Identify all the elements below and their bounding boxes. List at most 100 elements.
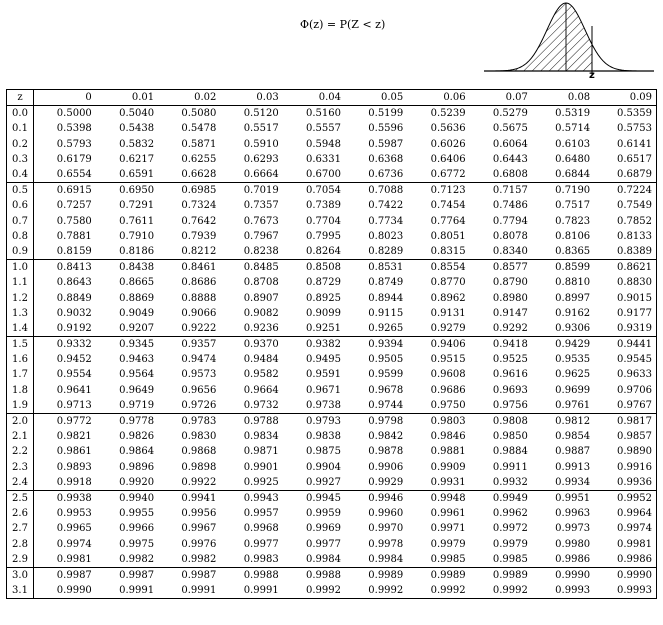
table-cell: 0.8485 <box>243 262 279 274</box>
table-cell: 0.9987 <box>181 569 217 581</box>
header-col: 0.02 <box>158 89 221 107</box>
table-cell: 0.8686 <box>181 277 217 289</box>
table-cell: 0.9982 <box>95 551 159 568</box>
table-cell: 0.9664 <box>243 384 279 396</box>
table-cell: 0.9686 <box>430 384 466 396</box>
table-cell: 0.9989 <box>368 569 404 581</box>
table-cell: 0.7642 <box>181 215 217 227</box>
table-cell: 0.9991 <box>119 585 155 597</box>
table-cell: 0.6443 <box>492 153 528 165</box>
table-cell: 0.7324 <box>181 200 217 212</box>
table-cell: 0.9515 <box>430 354 466 366</box>
table-cell: 0.5279 <box>492 108 528 120</box>
table-cell: 0.9878 <box>368 446 404 458</box>
table-cell: 0.8078 <box>492 230 528 242</box>
row-z-label: 2.7 <box>6 521 34 537</box>
table-cell: 0.7995 <box>305 230 341 242</box>
table-cell: 0.9916 <box>617 461 652 473</box>
table-cell: 0.5636 <box>430 123 466 135</box>
table-row: 2.2 0.9861 0.9864 0.9868 0.9871 0.9875 0.9878 0… <box>6 444 657 460</box>
table-cell: 0.9192 <box>33 320 96 337</box>
table-cell: 0.9719 <box>95 397 159 414</box>
row-z-label: 2.3 <box>6 459 34 475</box>
table-row: 1.5 0.9332 0.9345 0.9357 0.9370 0.9382 0.9394 0… <box>6 336 657 353</box>
table-cell: 0.8907 <box>243 292 279 304</box>
table-cell: 0.9985 <box>469 551 532 568</box>
table-row: 2.8 0.9974 0.9975 0.9976 0.9977 0.9977 0.9978 0… <box>6 536 657 552</box>
table-row: 0.6 0.7257 0.7291 0.7324 0.7357 0.7389 0.7422 0… <box>6 198 657 214</box>
table-cell: 0.8621 <box>617 262 652 274</box>
table-cell: 0.9808 <box>492 416 528 428</box>
row-z-label: 1.4 <box>6 320 34 337</box>
row-z-label: 2.4 <box>6 474 34 491</box>
table-cell: 0.9988 <box>243 569 279 581</box>
table-cell: 0.8869 <box>119 292 155 304</box>
table-cell: 0.9979 <box>492 538 528 550</box>
table-cell: 0.9943 <box>243 492 279 504</box>
table-cell: 0.9985 <box>407 551 470 568</box>
table-cell: 0.8665 <box>119 277 155 289</box>
table-cell: 0.9992 <box>305 585 341 597</box>
table-cell: 0.9948 <box>430 492 466 504</box>
table-cell: 0.6255 <box>181 153 217 165</box>
table-cell: 0.8944 <box>368 292 404 304</box>
table-cell: 0.9978 <box>368 538 404 550</box>
table-cell: 0.9394 <box>368 339 404 351</box>
table-cell: 0.9545 <box>617 354 652 366</box>
row-z-label: 1.3 <box>6 305 34 321</box>
row-z-label: 1.2 <box>6 290 34 306</box>
table-cell: 0.8315 <box>407 243 470 261</box>
table-cell: 0.9788 <box>243 416 279 428</box>
table-cell: 0.9803 <box>430 416 466 428</box>
table-row: 1.1 0.8643 0.8665 0.8686 0.8708 0.8729 0.8749 0… <box>6 275 657 291</box>
table-cell: 0.8212 <box>158 243 221 261</box>
table-cell: 0.5359 <box>617 108 652 120</box>
table-cell: 0.7967 <box>243 230 279 242</box>
table-cell: 0.9732 <box>220 397 283 414</box>
table-cell: 0.9992 <box>430 585 466 597</box>
table-cell: 0.9881 <box>430 446 466 458</box>
table-cell: 0.9993 <box>555 585 591 597</box>
table-cell: 0.7357 <box>243 200 279 212</box>
row-z-label: 0.4 <box>6 166 34 184</box>
table-cell: 0.8577 <box>492 262 528 274</box>
table-cell: 0.9976 <box>181 538 217 550</box>
table-cell: 0.8340 <box>469 243 532 261</box>
table-cell: 0.9927 <box>282 474 345 491</box>
header-col: 0.09 <box>594 89 657 107</box>
table-cell: 0.9946 <box>368 492 404 504</box>
table-cell: 0.9778 <box>119 416 155 428</box>
table-cell: 0.9987 <box>56 569 92 581</box>
table-cell: 0.9767 <box>594 397 657 414</box>
row-z-label: 1.1 <box>6 275 34 291</box>
table-cell: 0.9990 <box>555 569 591 581</box>
table-row: 3.1 0.9990 0.9991 0.9991 0.9991 0.9992 0.9992 0… <box>6 583 657 599</box>
row-z-label: 0.1 <box>6 121 34 137</box>
table-cell: 0.8264 <box>282 243 345 261</box>
table-cell: 0.6772 <box>407 166 470 184</box>
table-cell: 0.9162 <box>555 307 591 319</box>
table-cell: 0.9793 <box>305 416 341 428</box>
table-cell: 0.9979 <box>430 538 466 550</box>
table-cell: 0.9986 <box>594 551 657 568</box>
table-cell: 0.9370 <box>243 339 279 351</box>
table-cell: 0.9616 <box>492 369 528 381</box>
table-cell: 0.9207 <box>95 320 159 337</box>
table-cell: 0.9993 <box>617 585 652 597</box>
table-cell: 0.9932 <box>469 474 532 491</box>
table-cell: 0.9838 <box>305 431 341 443</box>
table-cell: 0.7580 <box>56 215 92 227</box>
table-cell: 0.7852 <box>617 215 652 227</box>
table-cell: 0.9850 <box>492 431 528 443</box>
table-cell: 0.9582 <box>243 369 279 381</box>
table-cell: 0.9817 <box>617 416 652 428</box>
table-cell: 0.6103 <box>555 138 591 150</box>
table-cell: 0.9812 <box>555 416 591 428</box>
table-cell: 0.7486 <box>492 200 528 212</box>
header-col: 0.05 <box>344 89 408 107</box>
table-cell: 0.7389 <box>305 200 341 212</box>
table-cell: 0.6141 <box>617 138 652 150</box>
table-cell: 0.5319 <box>555 108 591 120</box>
table-cell: 0.5557 <box>305 123 341 135</box>
header-col: 0.01 <box>95 89 159 107</box>
